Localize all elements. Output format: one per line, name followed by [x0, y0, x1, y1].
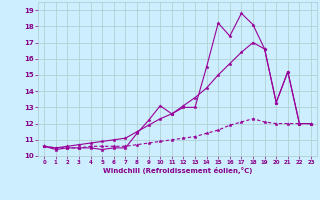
X-axis label: Windchill (Refroidissement éolien,°C): Windchill (Refroidissement éolien,°C) [103, 167, 252, 174]
